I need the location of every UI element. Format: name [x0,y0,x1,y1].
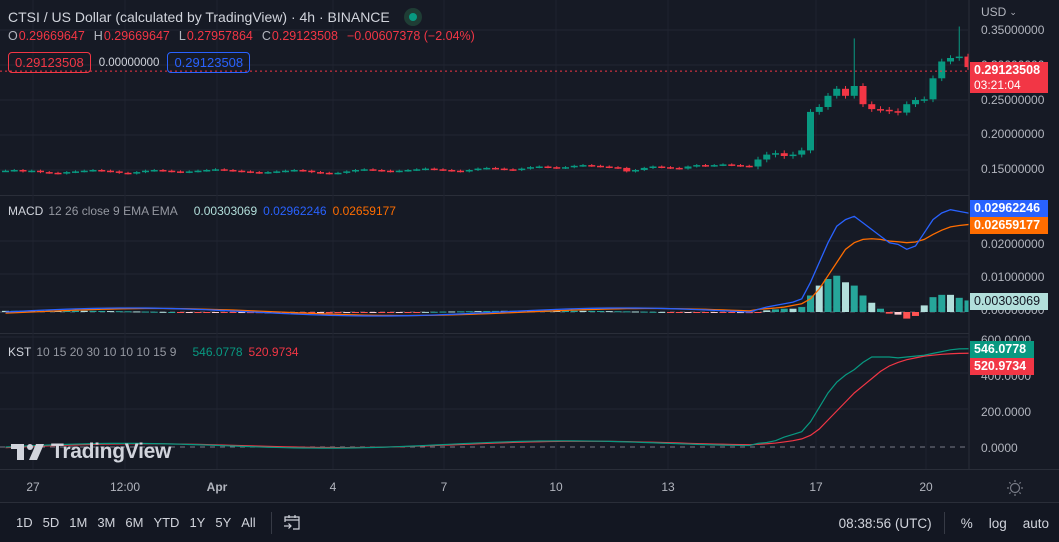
macd-histogram-value: 0.00303069 [193,204,258,218]
range-ytd-button[interactable]: YTD [153,515,180,530]
open-value: 0.29669647 [18,29,85,43]
low-label: L [178,29,186,43]
macd-name: MACD [8,204,44,218]
macd-params: 12 26 close 9 EMA EMA [48,204,178,218]
range-3m-button[interactable]: 3M [97,515,116,530]
price-tick: 0.35000000 [981,23,1045,37]
last-price-tag: 0.29123508 03:21:04 [970,62,1048,93]
price-tick: 0.25000000 [981,93,1045,107]
toolbar-divider [270,511,272,534]
buy-button[interactable]: 0.29123508 [167,52,251,73]
log-scale-button[interactable]: log [988,515,1007,531]
symbol-title-row: CTSI / US Dollar (calculated by TradingV… [8,8,422,26]
currency-selector[interactable]: USD ⌄ [981,5,1017,19]
percent-scale-button[interactable]: % [960,515,973,531]
kst-tag: 546.0778 [970,341,1034,358]
chart-canvas[interactable] [0,0,1059,502]
auto-scale-button[interactable]: auto [1022,515,1049,531]
macd-legend[interactable]: MACD 12 26 close 9 EMA EMA 0.00303069 0.… [8,204,396,218]
price-tick: 0.20000000 [981,127,1045,141]
macd-signal-tag: 0.02659177 [970,217,1048,234]
open-label: O [8,29,18,43]
high-label: H [93,29,103,43]
time-tick: 27 [26,480,40,494]
time-tick: 10 [549,480,563,494]
order-buttons: 0.29123508 0.00000000 0.29123508 [8,52,251,73]
macd-histogram-tag: 0.00303069 [970,293,1048,310]
time-tick: 7 [440,480,448,494]
tradingview-watermark: TradingView [11,440,171,464]
settings-sun-icon[interactable] [1006,479,1024,497]
macd-signal-value: 0.02659177 [332,204,396,218]
watermark-text: TradingView [51,440,172,463]
toolbar-right: 08:38:56 (UTC) % log auto [839,503,1049,542]
spread-value: 0.00000000 [98,56,160,69]
time-tick: 4 [329,480,337,494]
chevron-down-icon: ⌄ [1009,6,1017,17]
kst-tick: 200.0000 [981,405,1032,419]
low-value: 0.27957864 [186,29,253,43]
macd-tick: 0.01000000 [981,270,1045,284]
range-6m-button[interactable]: 6M [125,515,144,530]
kst-signal-tag: 520.9734 [970,358,1034,375]
change-value: −0.00607378 (−2.04%) [346,29,475,43]
utc-clock[interactable]: 08:38:56 (UTC) [838,515,932,531]
time-tick: Apr [206,480,228,494]
macd-line-tag: 0.02962246 [970,200,1048,217]
close-value: 0.29123508 [271,29,338,43]
bar-countdown: 03:21:04 [974,78,1021,92]
time-tick: 20 [919,480,933,494]
range-5d-button[interactable]: 5D [42,515,60,530]
time-tick: 13 [661,480,675,494]
range-1m-button[interactable]: 1M [69,515,88,530]
currency-label: USD [981,5,1007,19]
symbol-title[interactable]: CTSI / US Dollar (calculated by TradingV… [8,9,390,25]
macd-tick: 0.02000000 [981,237,1045,251]
range-1d-button[interactable]: 1D [16,515,33,530]
last-price: 0.29123508 [974,63,1041,77]
range-all-button[interactable]: All [241,515,256,530]
kst-name: KST [8,345,32,359]
range-5y-button[interactable]: 5Y [215,515,232,530]
close-label: C [261,29,271,43]
kst-signal-value: 520.9734 [248,345,299,359]
kst-tick: 0.0000 [981,441,1018,455]
price-tick: 0.15000000 [981,162,1045,176]
macd-line-value: 0.02962246 [263,204,327,218]
time-tick: 17 [809,480,823,494]
bottom-toolbar: 1D 5D 1M 3M 6M YTD 1Y 5Y All 08:38:56 (U… [0,502,1059,542]
tradingview-logo-icon [11,444,44,460]
time-tick: 12:00 [109,480,141,494]
go-to-date-icon[interactable] [282,513,302,533]
high-value: 0.29669647 [103,29,170,43]
kst-legend[interactable]: KST 10 15 20 30 10 10 10 15 9 546.0778 5… [8,345,299,359]
kst-params: 10 15 20 30 10 10 10 15 9 [36,345,177,359]
sell-button[interactable]: 0.29123508 [8,52,91,73]
toolbar-divider [943,512,945,534]
market-status-icon[interactable] [403,8,422,26]
range-1y-button[interactable]: 1Y [189,515,206,530]
ohlc-values: O 0.29669647 H 0.29669647 L 0.27957864 C 0.2… [8,29,484,43]
kst-value: 546.0778 [192,345,243,359]
